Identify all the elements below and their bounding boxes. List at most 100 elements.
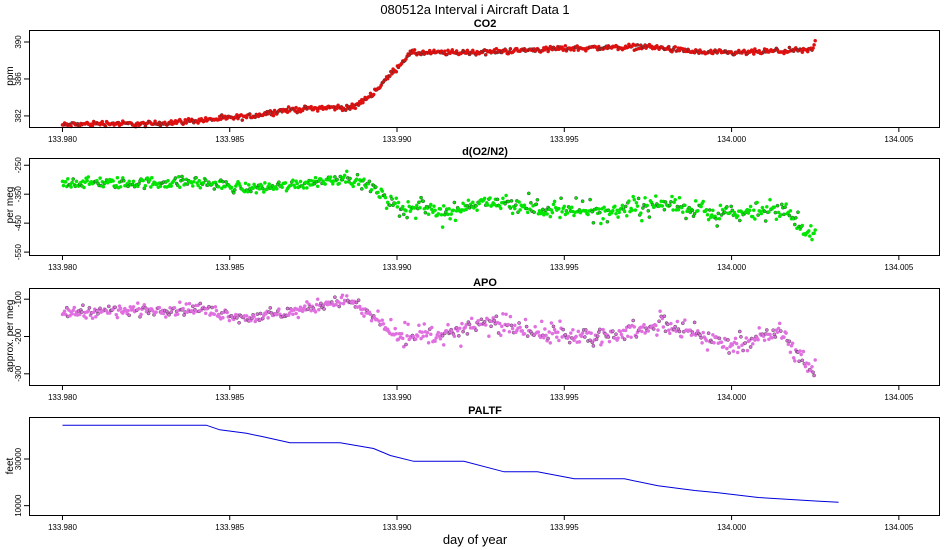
panel-o2n2-data-point: [61, 183, 66, 188]
panel-co2-data-point: [667, 44, 671, 49]
panel-o2n2-data-point: [354, 177, 359, 181]
panel-apo-data-point: [426, 340, 431, 345]
panel-apo-data-point: [344, 294, 349, 298]
panel-o2n2-data-point: [127, 179, 131, 184]
panel-apo-data-point: [812, 373, 816, 378]
panel-o2n2-data-point: [772, 205, 777, 209]
panel-apo-data-point: [438, 336, 443, 341]
panel-o2n2-data-point: [532, 210, 536, 214]
panel-o2n2-data-point: [808, 234, 812, 238]
panel-apo-data-point: [415, 334, 420, 338]
panel-apo-data-point: [244, 314, 249, 318]
panel-co2: CO2 ppm 133.980 133.985 133.990 133.995 134.…: [5, 18, 940, 144]
panel-apo-data-point: [65, 305, 69, 310]
panel-apo-data-point: [643, 331, 647, 335]
panel-o2n2-data-point: [351, 184, 356, 189]
panel-o2n2-data-point: [405, 215, 409, 220]
panel-o2n2-data-point: [176, 174, 181, 179]
panel-apo-data-point: [504, 312, 508, 317]
panel-apo-data-point: [482, 319, 487, 324]
panel-apo-data-point: [748, 345, 753, 349]
panel-apo-data-point: [86, 309, 91, 313]
panel-apo-title: APO: [473, 277, 497, 289]
panel-co2-data-point: [286, 105, 291, 109]
panel-apo-data-point: [203, 311, 208, 316]
panel-apo-data-point: [177, 300, 182, 305]
panel-apo-data-point: [341, 301, 346, 306]
panel-o2n2-data-point: [423, 210, 428, 215]
panel-o2n2-data-point: [735, 214, 740, 218]
panel-apo-data-point: [658, 309, 662, 314]
panel-apo-data-point: [634, 335, 639, 339]
panel-o2n2-data-point: [396, 200, 401, 205]
panel-apo-data-point: [692, 320, 697, 325]
panel-o2n2-data-point: [387, 203, 392, 208]
panel-o2n2-data-point: [305, 186, 309, 190]
panel-apo-data-point: [525, 334, 530, 338]
panel-co2-data-point: [247, 112, 252, 116]
panel-apo-data-point: [181, 306, 185, 311]
panel-apo-data-point: [315, 297, 320, 302]
panel-apo-data-point: [705, 348, 710, 352]
panel-o2n2-data-point: [449, 212, 454, 216]
panel-o2n2-data-point: [190, 184, 195, 188]
panel-apo-data-point: [212, 312, 217, 317]
panel-apo-data-point: [699, 335, 703, 340]
panel-o2n2-data-point: [277, 180, 281, 184]
panel-apo-data-point: [654, 323, 658, 328]
panel-apo-data-point: [479, 317, 484, 322]
panel-apo-data-point: [403, 320, 407, 325]
panel-apo-data-point: [700, 341, 704, 345]
panel-co2-data-point: [508, 47, 513, 51]
panel-apo-data-point: [277, 307, 281, 311]
panel-apo-y-tick-label: -100: [14, 291, 23, 308]
panel-apo-x-tick-label: 133.985: [215, 393, 244, 402]
panel-o2n2-data-point: [291, 178, 295, 182]
panel-o2n2-data-point: [501, 196, 505, 201]
panel-o2n2-data-point: [690, 208, 695, 213]
panel-o2n2-data-point: [197, 178, 201, 183]
panel-o2n2-data-point: [328, 175, 333, 179]
panel-o2n2-data-point: [149, 175, 154, 180]
panel-o2n2-data-point: [506, 199, 511, 204]
panel-o2n2-data-point: [295, 181, 300, 186]
panel-apo-data-point: [380, 318, 385, 323]
panel-apo-data-point: [509, 323, 514, 328]
panel-o2n2-data-point: [613, 204, 617, 209]
panel-co2-data-point: [800, 50, 805, 55]
panel-apo-data-point: [436, 330, 441, 335]
panel-apo-data-point: [291, 312, 295, 317]
panel-o2n2-data-point: [707, 208, 712, 212]
panel-o2n2-data-point: [451, 208, 456, 213]
panel-o2n2-data-point: [335, 177, 339, 182]
panel-paltf-x-tick-label: 133.990: [383, 523, 412, 532]
panel-co2-y-tick-label: 390: [14, 35, 23, 49]
panel-apo-data-point: [675, 319, 680, 324]
panel-o2n2-data-point: [681, 210, 685, 214]
panel-co2-x-tick-label: 133.995: [550, 135, 579, 144]
panel-apo-data-point: [175, 312, 180, 317]
panel-apo-data-point: [467, 322, 472, 327]
panel-o2n2-data-point: [216, 184, 221, 189]
panel-o2n2-data-point: [684, 216, 688, 221]
panel-o2n2-data-point: [634, 200, 639, 205]
panel-paltf-series-line: [62, 424, 839, 503]
panel-o2n2-data-point: [730, 208, 735, 213]
panel-o2n2-data-point: [693, 199, 698, 203]
panel-apo-data-point: [616, 336, 620, 340]
panel-o2n2-data-point: [254, 190, 259, 195]
panel-o2n2-data-point: [421, 199, 426, 203]
panel-apo-data-point: [400, 336, 405, 341]
panel-o2n2-data-point: [343, 180, 348, 184]
panel-o2n2-data-point: [763, 219, 768, 223]
panel-o2n2-data-point: [395, 205, 400, 209]
panel-co2-ylabel: ppm: [5, 66, 16, 85]
panel-co2-data-point: [635, 43, 640, 47]
panel-apo-data-point: [629, 335, 633, 340]
panel-o2n2-data-point: [362, 177, 366, 181]
panel-o2n2-data-point: [548, 214, 553, 219]
panel-o2n2-data-point: [614, 211, 618, 216]
panel-apo-data-point: [665, 322, 670, 327]
panel-co2-data-point: [483, 53, 488, 57]
panel-co2-data-point: [371, 92, 376, 97]
